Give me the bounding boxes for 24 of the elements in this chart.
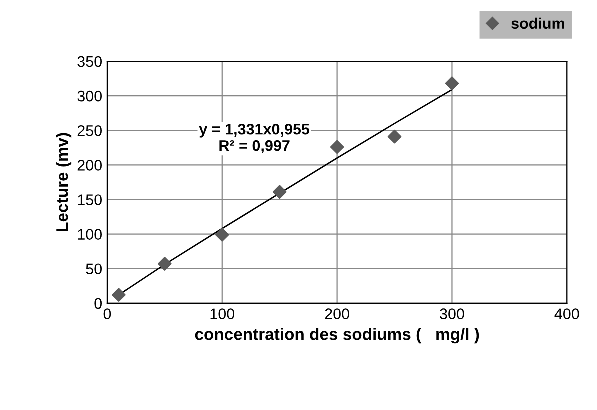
point xyxy=(158,257,172,271)
annotation: y = 1,331x0,955 R² = 0,997 xyxy=(199,124,310,154)
y-tick-label: 100 xyxy=(78,229,102,240)
x-tick-label: 100 xyxy=(210,308,235,320)
point xyxy=(388,130,402,144)
y-tick-label: 0 xyxy=(94,298,102,310)
point xyxy=(445,76,460,91)
y-tick-label: 350 xyxy=(78,56,102,68)
y-tick-label: 250 xyxy=(78,125,102,136)
y-tick-label: 150 xyxy=(78,194,102,206)
x-axis-title: concentration des sodiums ( mg/l ) xyxy=(195,328,480,344)
point xyxy=(272,185,287,200)
x-tick-label: 200 xyxy=(325,308,350,320)
x-tick-label: 0 xyxy=(104,308,112,320)
legend-label: sodium xyxy=(512,18,564,30)
x-tick-label: 300 xyxy=(440,308,464,320)
y-axis-title: Lecture (mv) xyxy=(56,133,72,232)
point xyxy=(112,288,126,302)
point xyxy=(330,140,344,154)
point xyxy=(215,228,230,242)
y-tick-label: 300 xyxy=(78,90,102,102)
y-tick-label: 200 xyxy=(78,160,102,171)
y-tick-label: 50 xyxy=(86,264,102,275)
x-tick-label: 400 xyxy=(554,308,580,320)
